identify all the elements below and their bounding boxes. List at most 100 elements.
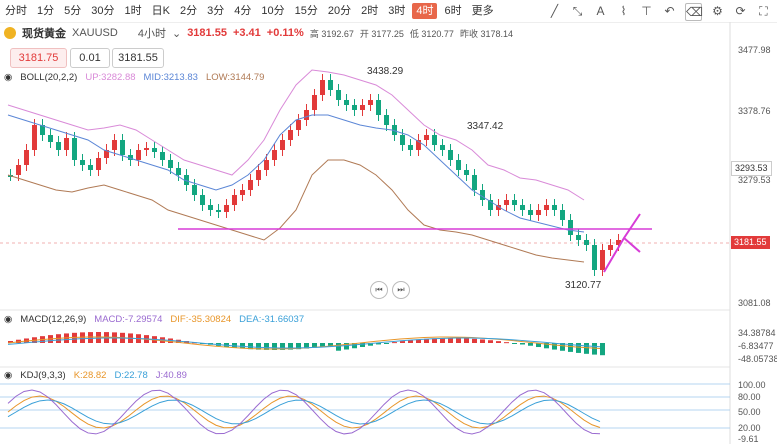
macd-bar — [560, 343, 565, 351]
timeframe-bar: 分时 1分 5分 30分 1时 日K 2分 3分 4分 10分 15分 20分 2时 3时 4时 6时 更多 — [0, 0, 777, 23]
pen-icon[interactable]: ╱ — [550, 4, 559, 18]
symbol-code[interactable]: XAUUSD — [72, 27, 118, 39]
candle — [72, 138, 77, 160]
ruler-icon[interactable]: ⊤ — [641, 4, 652, 18]
measure-icon[interactable]: ⤡ — [572, 4, 583, 18]
next-button[interactable]: ⏭ — [392, 281, 410, 299]
kdj-axis-label: 20.00 — [738, 423, 761, 433]
candle — [352, 105, 357, 110]
candle — [24, 150, 29, 165]
boll-legend: ◉ BOLL(20,2,2) UP:3282.88 MID:3213.83 LO… — [4, 72, 264, 83]
kdj-label: KDJ(9,3,3) — [20, 370, 66, 381]
candle — [248, 180, 253, 190]
macd-bar — [376, 343, 381, 345]
macd-bar — [16, 339, 21, 343]
kdj-k-line — [7, 395, 601, 429]
projection-up-arrow — [603, 213, 641, 273]
macd-bar — [544, 343, 549, 349]
candle — [608, 245, 613, 250]
macd-dea-line — [7, 337, 601, 349]
candle — [16, 165, 21, 175]
eraser-icon[interactable]: ⌫ — [685, 3, 703, 21]
tab-timeframe[interactable]: 日K — [151, 5, 170, 17]
price-axis-label: 3081.08 — [738, 298, 771, 308]
candle — [304, 110, 309, 120]
tab-timeframe[interactable]: 4时 — [412, 3, 438, 19]
eye-icon[interactable]: ◉ — [4, 314, 13, 325]
macd-bar — [280, 343, 285, 350]
candle — [440, 145, 445, 150]
tab-timeframe[interactable]: 2时 — [361, 5, 379, 17]
tab-timeframe[interactable]: 1分 — [37, 5, 55, 17]
candle — [88, 165, 93, 170]
undo-icon[interactable]: ↶ — [664, 4, 675, 18]
macd-bar — [296, 343, 301, 350]
macd-bar — [600, 343, 605, 356]
candle — [192, 185, 197, 195]
tab-timeframe[interactable]: 1时 — [124, 5, 142, 17]
macd-bar — [88, 332, 93, 343]
boll-mid-line — [7, 114, 585, 233]
macd-bar — [352, 343, 357, 349]
tab-timeframe[interactable]: 更多 — [471, 5, 494, 17]
period-select[interactable]: 4小时 — [137, 28, 166, 40]
macd-bar — [344, 343, 349, 350]
candle — [336, 90, 341, 100]
candle — [112, 140, 117, 150]
bid-box[interactable]: 3181.75 — [10, 48, 67, 68]
symbol-info: 现货黄金 XAUUSD 4小时 ⌄ 3181.55 +3.41 +0.11% 高… — [4, 24, 513, 42]
chevron-down-icon[interactable]: ⌄ — [171, 27, 182, 40]
tab-timeframe[interactable]: 6时 — [444, 5, 462, 17]
tab-timeframe[interactable]: 5分 — [64, 5, 82, 17]
macd-bar — [528, 343, 533, 346]
macd-bar — [464, 338, 469, 343]
text-icon[interactable]: A — [596, 4, 605, 18]
tab-timeframe[interactable]: 3分 — [207, 5, 225, 17]
ask-box[interactable]: 3181.55 — [112, 48, 164, 68]
tab-timeframe[interactable]: 3时 — [388, 5, 406, 17]
tab-timeframe[interactable]: 30分 — [91, 5, 115, 17]
macd-bar — [512, 343, 517, 344]
tab-timeframe[interactable]: 10分 — [261, 5, 285, 17]
candle — [416, 140, 421, 150]
candle — [240, 190, 245, 195]
spread-box[interactable]: 0.01 — [70, 48, 110, 68]
open-value: 开 3177.25 — [359, 28, 404, 39]
boll-mid: MID:3213.83 — [143, 72, 198, 83]
expand-icon[interactable]: ⛶ — [759, 4, 768, 18]
eye-icon[interactable]: ◉ — [4, 72, 13, 83]
symbol-name[interactable]: 现货黄金 — [22, 28, 66, 40]
high-value: 高 3192.67 — [309, 28, 354, 39]
tab-timeframe[interactable]: 2分 — [179, 5, 198, 17]
candle — [136, 150, 141, 160]
line-icon[interactable]: ⌇ — [620, 4, 627, 18]
candle — [472, 175, 477, 190]
prev-close-value: 昨收 3178.14 — [459, 28, 513, 39]
candle — [592, 245, 597, 270]
tab-timeframe[interactable]: 4分 — [234, 5, 252, 17]
kdj-axis-label: 50.00 — [738, 407, 761, 417]
tab-timeframe[interactable]: 20分 — [327, 5, 352, 17]
macd-bar — [304, 343, 309, 349]
candle — [56, 142, 61, 150]
candle — [232, 195, 237, 205]
tab-timeframe[interactable]: 15分 — [294, 5, 318, 17]
candle — [448, 150, 453, 160]
boll-label: BOLL(20,2,2) — [20, 72, 78, 83]
settings-icon[interactable]: ⚙ — [712, 4, 723, 18]
price-axis-label: 3477.98 — [738, 45, 771, 55]
macd-bar — [336, 343, 341, 351]
candle — [456, 160, 461, 170]
kdj-axis-label: 100.00 — [738, 380, 766, 390]
macd-bar — [8, 341, 13, 343]
macd-bar — [408, 340, 413, 343]
macd-bar — [488, 340, 493, 343]
macd-bar — [496, 341, 501, 343]
eye-icon[interactable]: ◉ — [4, 370, 13, 381]
cycle-icon[interactable]: ⟳ — [735, 4, 746, 18]
tab-timeframe[interactable]: 分时 — [5, 5, 27, 17]
candle — [32, 125, 37, 150]
prev-button[interactable]: ⏮ — [370, 281, 388, 299]
macd-bar — [440, 338, 445, 343]
